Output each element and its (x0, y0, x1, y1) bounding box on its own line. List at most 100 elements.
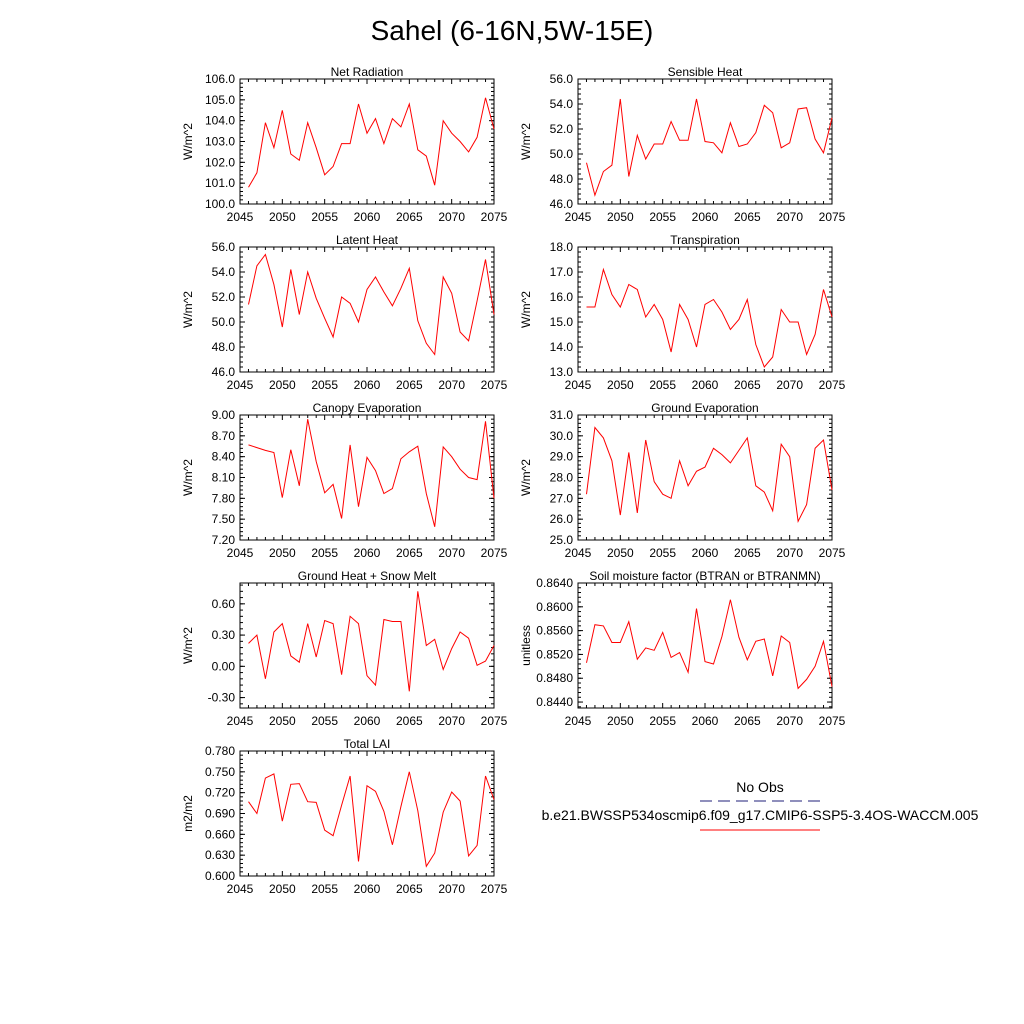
x-tick-label: 2075 (481, 210, 508, 224)
panel-8: Soil moisture factor (BTRAN or BTRANMN) u… (519, 569, 846, 728)
x-tick-label: 2055 (649, 714, 676, 728)
y-tick-label: 0.8640 (536, 576, 573, 590)
series-line (248, 97, 495, 188)
x-tick-label: 2075 (481, 882, 508, 896)
y-tick-label: 50.0 (550, 147, 574, 161)
plot-frame (239, 78, 495, 205)
plot-frame (577, 246, 833, 373)
x-tick-label: 2070 (438, 210, 465, 224)
x-tick-label: 2070 (438, 714, 465, 728)
y-tick-label: 0.8520 (536, 647, 573, 661)
y-tick-label: 0.600 (205, 869, 235, 883)
x-tick-label: 2060 (692, 378, 719, 392)
x-tick-label: 2045 (565, 210, 592, 224)
panel-title: Sensible Heat (668, 65, 743, 79)
x-tick-label: 2065 (734, 210, 761, 224)
y-tick-label: 8.70 (212, 429, 236, 443)
panel-title: Total LAI (344, 737, 391, 751)
panel-6: Ground Evaporation W/m^2 2045 2050 2055 2060 2… (519, 401, 846, 560)
y-tick-label: 0.690 (205, 807, 235, 821)
y-tick-label: 0.8560 (536, 624, 573, 638)
x-tick-label: 2075 (819, 378, 846, 392)
series-line (586, 267, 833, 368)
x-tick-label: 2050 (607, 546, 634, 560)
y-axis-label: W/m^2 (181, 459, 195, 496)
panel-title: Net Radiation (331, 65, 404, 79)
y-tick-label: 50.0 (212, 315, 236, 329)
x-tick-label: 2045 (227, 714, 254, 728)
panel-1: Net Radiation W/m^2 2045 2050 2055 2060 2065 20… (181, 65, 508, 224)
y-tick-label: 30.0 (550, 429, 574, 443)
plot-frame (239, 246, 495, 373)
y-tick-label: 101.0 (205, 176, 235, 190)
panel-title: Latent Heat (336, 233, 399, 247)
y-tick-label: 103.0 (205, 135, 235, 149)
x-tick-label: 2065 (396, 882, 423, 896)
y-tick-label: 102.0 (205, 155, 235, 169)
y-tick-label: 29.0 (550, 450, 574, 464)
x-tick-label: 2050 (269, 714, 296, 728)
series-line (248, 771, 495, 868)
x-tick-label: 2075 (819, 546, 846, 560)
y-tick-label: 28.0 (550, 471, 574, 485)
x-tick-label: 2055 (311, 882, 338, 896)
x-tick-label: 2075 (481, 378, 508, 392)
x-tick-label: 2060 (692, 210, 719, 224)
x-tick-label: 2065 (734, 378, 761, 392)
x-tick-label: 2070 (776, 714, 803, 728)
y-tick-label: 25.0 (550, 533, 574, 547)
x-tick-label: 2055 (649, 378, 676, 392)
panel-title: Ground Heat + Snow Melt (298, 569, 437, 583)
y-tick-label: 0.30 (212, 628, 236, 642)
x-tick-label: 2055 (311, 714, 338, 728)
y-tick-label: 100.0 (205, 197, 235, 211)
y-tick-label: 0.8480 (536, 671, 573, 685)
y-tick-label: 0.720 (205, 786, 235, 800)
panel-5: Canopy Evaporation W/m^2 2045 2050 2055 2060 2… (181, 401, 508, 560)
x-tick-label: 2045 (565, 378, 592, 392)
y-tick-label: 105.0 (205, 93, 235, 107)
x-tick-label: 2055 (311, 546, 338, 560)
y-tick-label: 13.0 (550, 365, 574, 379)
y-tick-label: 106.0 (205, 72, 235, 86)
x-tick-label: 2070 (776, 546, 803, 560)
x-tick-label: 2060 (354, 714, 381, 728)
panel-title: Ground Evaporation (651, 401, 758, 415)
y-tick-label: 18.0 (550, 240, 574, 254)
x-tick-label: 2045 (227, 378, 254, 392)
x-tick-label: 2045 (227, 882, 254, 896)
y-axis-label: W/m^2 (519, 123, 533, 160)
panel-7: Ground Heat + Snow Melt W/m^2 2045 2050 2055… (181, 569, 508, 728)
series-line (248, 253, 495, 356)
legend-model-label: b.e21.BWSSP534oscmip6.f09_g17.CMIP6-SSP5… (542, 807, 979, 823)
x-tick-label: 2070 (438, 882, 465, 896)
panel-4: Transpiration W/m^2 2045 2050 2055 2060 2065 20… (519, 233, 846, 392)
panel-2: Sensible Heat W/m^2 2045 2050 2055 2060 2065 20… (519, 65, 846, 224)
x-tick-label: 2045 (227, 546, 254, 560)
x-tick-label: 2055 (311, 210, 338, 224)
figure-title: Sahel (6-16N,5W-15E) (371, 15, 654, 46)
panel-9: Total LAI m2/m2 2045 2050 2055 2060 2065 2070 20… (181, 737, 508, 896)
x-tick-label: 2065 (734, 546, 761, 560)
y-axis-label: unitless (519, 625, 533, 666)
x-tick-label: 2055 (311, 378, 338, 392)
x-tick-label: 2050 (607, 210, 634, 224)
series-line (586, 599, 833, 690)
y-tick-label: 0.630 (205, 848, 235, 862)
y-tick-label: 17.0 (550, 265, 574, 279)
y-tick-label: 54.0 (212, 265, 236, 279)
y-axis-label: W/m^2 (181, 123, 195, 160)
x-tick-label: 2065 (396, 546, 423, 560)
y-tick-label: 0.00 (212, 659, 236, 673)
series-line (586, 98, 833, 197)
series-line (586, 426, 833, 523)
x-tick-label: 2050 (269, 546, 296, 560)
x-tick-label: 2070 (776, 210, 803, 224)
plot-frame (239, 750, 495, 877)
x-tick-label: 2060 (692, 714, 719, 728)
series-line (248, 419, 495, 527)
x-tick-label: 2055 (649, 210, 676, 224)
x-tick-label: 2060 (354, 378, 381, 392)
y-tick-label: 7.20 (212, 533, 236, 547)
